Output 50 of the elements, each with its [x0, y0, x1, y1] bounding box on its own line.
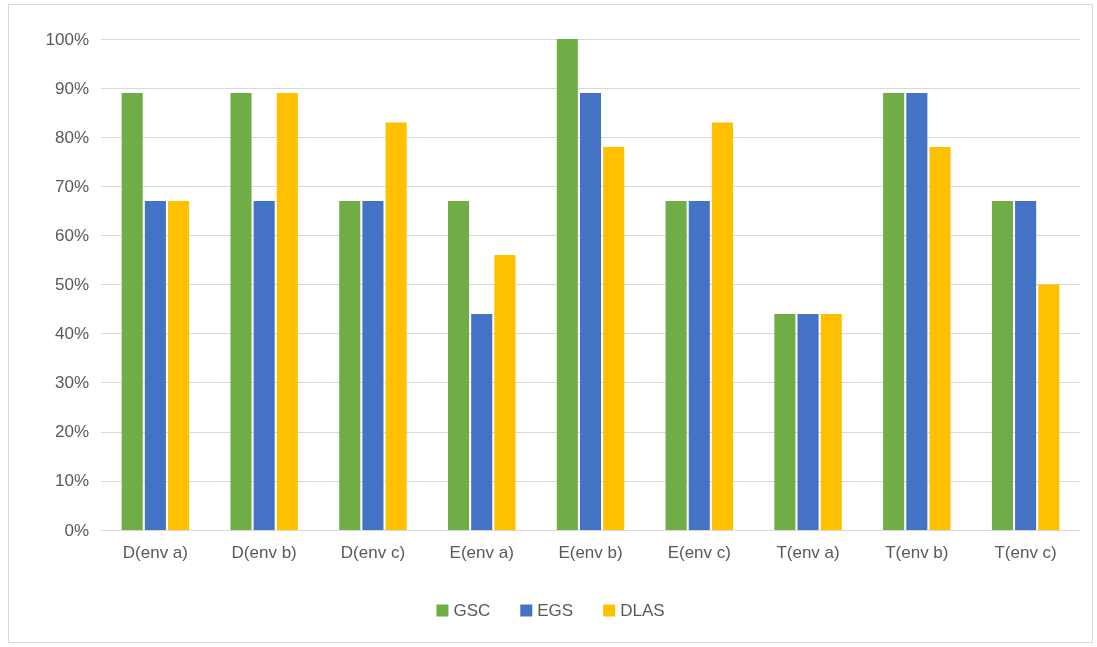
y-tick-label: 50% — [54, 275, 89, 294]
bar — [276, 93, 298, 530]
y-tick-label: 80% — [54, 127, 89, 147]
bar — [144, 201, 166, 530]
x-tick-label: T(env c) — [994, 543, 1057, 562]
x-tick-label: T(env b) — [885, 543, 949, 562]
bar — [556, 39, 578, 530]
bar — [929, 147, 951, 530]
bar — [168, 201, 190, 530]
bar — [385, 122, 407, 530]
x-tick-label: E(env a) — [449, 543, 514, 562]
bar — [603, 147, 625, 530]
y-tick-label: 20% — [54, 422, 89, 442]
legend-label: EGS — [537, 601, 574, 620]
y-tick-label: 90% — [54, 78, 89, 98]
y-tick-label: 30% — [54, 373, 89, 393]
y-tick-label: 10% — [54, 471, 89, 491]
bar — [688, 201, 710, 530]
bar — [230, 93, 252, 530]
bar — [339, 201, 361, 530]
bar — [121, 93, 143, 530]
bar — [906, 93, 928, 530]
legend-label: GSC — [453, 601, 491, 620]
bar — [711, 122, 733, 530]
x-tick-label: D(env a) — [122, 543, 188, 562]
x-tick-label: E(env c) — [667, 543, 731, 562]
bar — [1015, 201, 1037, 530]
x-tick-label: D(env b) — [231, 543, 297, 562]
y-tick-label: 100% — [45, 29, 89, 49]
y-tick-label: 70% — [54, 176, 89, 196]
bar — [991, 201, 1013, 530]
legend-label: DLAS — [620, 601, 665, 620]
bar — [820, 313, 842, 530]
bar — [797, 313, 819, 530]
bar — [362, 201, 384, 530]
bar — [579, 93, 602, 530]
x-tick-label: T(env a) — [776, 543, 840, 562]
bar — [448, 201, 470, 530]
y-tick-label: 60% — [54, 225, 89, 245]
bar — [1038, 284, 1060, 530]
y-tick-label: 40% — [54, 324, 89, 344]
bar — [774, 313, 796, 530]
y-tick-label: 0% — [64, 520, 89, 540]
bar — [471, 313, 493, 530]
x-tick-label: D(env c) — [340, 543, 406, 562]
x-tick-label: E(env b) — [558, 543, 623, 562]
bar — [253, 201, 275, 530]
bar — [494, 255, 516, 530]
bar — [665, 201, 687, 530]
bar — [883, 93, 905, 530]
